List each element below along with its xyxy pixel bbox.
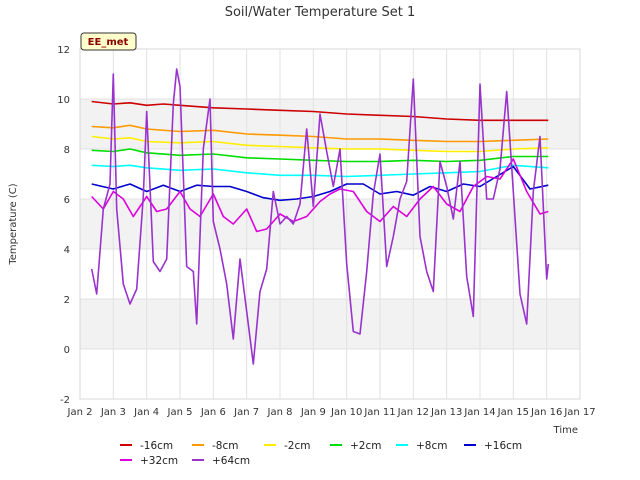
x-axis-ticks: Jan 2 Jan 3 Jan 4 Jan 5 Jan 6 Jan 7 Jan 8 Jan 9… bbox=[67, 407, 596, 418]
series-line-2 bbox=[91, 135, 549, 153]
x-tick-label: Jan 2 bbox=[67, 407, 93, 418]
background-band bbox=[80, 299, 580, 349]
legend-item: +64cm bbox=[192, 455, 250, 467]
x-tick-label: Jan 17 bbox=[563, 407, 595, 418]
background-band bbox=[80, 199, 580, 249]
legend-item: +16cm bbox=[464, 440, 522, 452]
x-tick-label: Jan 14 bbox=[463, 407, 495, 418]
y-tick-label: 0 bbox=[64, 345, 70, 356]
series-line-1 bbox=[91, 124, 549, 143]
legend-label: +32cm bbox=[140, 455, 178, 467]
chart-title: Soil/Water Temperature Set 1 bbox=[225, 5, 416, 20]
y-tick-label: 6 bbox=[64, 195, 70, 206]
y-tick-label: 10 bbox=[57, 95, 70, 106]
series-line-0 bbox=[91, 100, 549, 122]
legend-item: -2cm bbox=[264, 440, 310, 452]
x-tick-label: Jan 4 bbox=[133, 407, 159, 418]
legend-label: +2cm bbox=[350, 440, 381, 452]
x-tick-label: Jan 10 bbox=[330, 407, 362, 418]
x-tick-label: Jan 9 bbox=[300, 407, 326, 418]
x-tick-label: Jan 16 bbox=[530, 407, 562, 418]
x-tick-label: Jan 12 bbox=[397, 407, 429, 418]
legend: -16cm -8cm -2cm +2cm +8cm +16cm +32cm +64cm bbox=[120, 440, 522, 467]
legend-item: -16cm bbox=[120, 440, 173, 452]
x-tick-label: Jan 13 bbox=[430, 407, 462, 418]
station-badge: EE_met bbox=[80, 32, 137, 51]
x-tick-label: Jan 3 bbox=[100, 407, 126, 418]
legend-label: +16cm bbox=[484, 440, 522, 452]
legend-item: -8cm bbox=[192, 440, 238, 452]
x-tick-label: Jan 6 bbox=[200, 407, 226, 418]
series-line-7 bbox=[90, 68, 550, 365]
legend-label: -8cm bbox=[212, 440, 238, 452]
plot-frame bbox=[79, 48, 581, 400]
background-bands bbox=[80, 99, 580, 349]
series-line-3 bbox=[91, 148, 549, 163]
y-tick-label: 8 bbox=[64, 145, 70, 156]
x-tick-label: Jan 11 bbox=[363, 407, 395, 418]
y-tick-label: 4 bbox=[64, 245, 70, 256]
legend-item: +32cm bbox=[120, 455, 178, 467]
x-axis-label: Time bbox=[553, 425, 578, 436]
legend-label: +8cm bbox=[416, 440, 447, 452]
series-lines bbox=[90, 68, 550, 365]
x-tick-label: Jan 15 bbox=[497, 407, 529, 418]
x-tick-label: Jan 5 bbox=[167, 407, 193, 418]
legend-label: -16cm bbox=[140, 440, 173, 452]
legend-item: +8cm bbox=[396, 440, 447, 452]
legend-item: +2cm bbox=[330, 440, 381, 452]
y-axis-label: Temperature (C) bbox=[8, 183, 19, 265]
station-badge-label: EE_met bbox=[88, 37, 129, 48]
y-tick-label: 12 bbox=[57, 45, 70, 56]
x-tick-label: Jan 7 bbox=[233, 407, 259, 418]
legend-label: +64cm bbox=[212, 455, 250, 467]
y-tick-label: 2 bbox=[64, 295, 70, 306]
series-line-4 bbox=[91, 164, 549, 178]
x-tick-label: Jan 8 bbox=[267, 407, 293, 418]
y-axis-ticks: -2 0 2 4 6 8 10 12 bbox=[57, 45, 70, 406]
y-tick-label: -2 bbox=[60, 395, 70, 406]
legend-label: -2cm bbox=[284, 440, 310, 452]
series-line-5 bbox=[91, 165, 549, 202]
series-line-6 bbox=[91, 158, 549, 233]
